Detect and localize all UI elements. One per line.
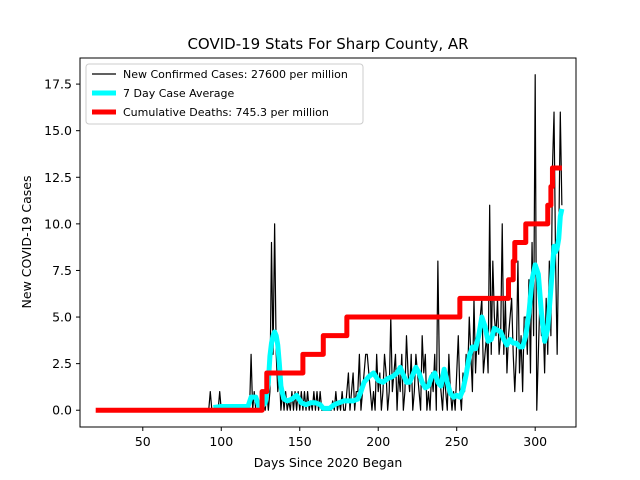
legend: New Confirmed Cases: 27600 per million 7…: [85, 63, 364, 125]
y-tick-label: 17.5: [44, 77, 72, 92]
x-tick-label: 50: [135, 434, 151, 449]
plot-frame: [79, 57, 577, 428]
legend-box: [85, 63, 364, 125]
series-line-cumulative-deaths: [95, 165, 562, 413]
x-tick-label: 250: [445, 434, 469, 449]
chart-title: COVID-19 Stats For Sharp County, AR: [187, 35, 468, 53]
y-tick-label: 7.5: [52, 263, 72, 278]
y-tick-label: 0.0: [52, 403, 72, 418]
x-axis-label: Days Since 2020 Began: [254, 455, 403, 470]
y-tick-label: 5.0: [52, 310, 72, 325]
y-axis: 0.0 2.5 5.0 7.5 10.0 12.5 15.0 17.5: [44, 77, 80, 418]
x-tick-label: 150: [288, 434, 312, 449]
y-tick-label: 12.5: [44, 170, 72, 185]
legend-label-cumulative-deaths: Cumulative Deaths: 745.3 per million: [123, 106, 329, 119]
x-tick-label: 100: [209, 434, 233, 449]
y-tick-label: 15.0: [44, 123, 72, 138]
x-tick-label: 200: [366, 434, 390, 449]
y-tick-label: 10.0: [44, 216, 72, 231]
legend-label-7-day-average: 7 Day Case Average: [123, 87, 235, 100]
x-axis: 50 100 150 200 250 300: [135, 427, 547, 449]
legend-label-new-cases: New Confirmed Cases: 27600 per million: [123, 68, 348, 81]
y-axis-label: New COVID-19 Cases: [19, 176, 34, 309]
y-tick-label: 2.5: [52, 356, 72, 371]
x-tick-label: 300: [523, 434, 547, 449]
plot-area: [95, 74, 565, 413]
